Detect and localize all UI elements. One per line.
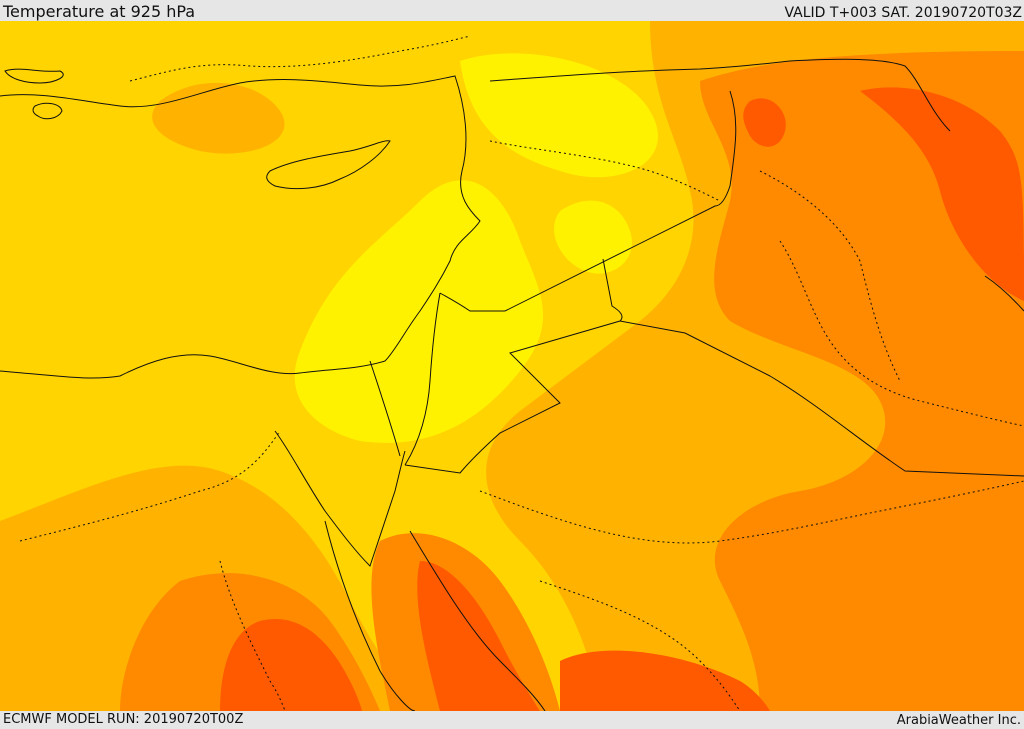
jordan-saudi-border [404, 258, 623, 474]
temperature-zone-hottest [220, 619, 362, 711]
provincial-border [19, 430, 281, 542]
provincial-border [479, 480, 1024, 544]
provincial-border [779, 240, 1024, 427]
iraq-saudi-border [619, 320, 1024, 477]
jordan-river-border [404, 292, 441, 466]
temperature-field [0, 21, 1024, 711]
temperature-zone-warm [554, 200, 632, 274]
cyprus-coastline [266, 140, 391, 190]
provincial-border [219, 560, 286, 711]
island-coastline [4, 68, 64, 84]
coastline [0, 75, 481, 379]
red-sea-east-coast [409, 530, 546, 711]
provincial-border [489, 140, 721, 202]
temperature-zone-warm [294, 180, 544, 443]
temperature-zone-hottest [860, 87, 1024, 301]
model-run-label: ECMWF MODEL RUN: 20190720T00Z [3, 712, 244, 727]
jordan-syria-border [439, 292, 505, 312]
temperature-zone-hot [152, 82, 285, 154]
temperature-zone-hottest [560, 650, 770, 711]
sinai-coastline [274, 430, 406, 567]
red-sea-west-coast [324, 520, 416, 711]
map-header: Temperature at 925 hPa VALID T+003 SAT. … [0, 0, 1024, 21]
map-footer: ECMWF MODEL RUN: 20190720T00Z ArabiaWeat… [0, 711, 1024, 729]
northern-border [489, 58, 951, 132]
temperature-zone-hottest [743, 98, 786, 147]
island-coastline [32, 102, 63, 120]
gulf-coastline [984, 275, 1024, 312]
temperature-zone-warm [460, 53, 658, 178]
egypt-israel-border [369, 360, 401, 457]
valid-time: VALID T+003 SAT. 20190720T03Z [784, 5, 1022, 21]
provincial-border [759, 170, 901, 382]
temperature-map [0, 21, 1024, 711]
temperature-zone-hotter [700, 51, 1024, 711]
map-title: Temperature at 925 hPa [3, 2, 196, 21]
syria-iraq-border [504, 90, 737, 312]
credit-label: ArabiaWeather Inc. [896, 713, 1021, 728]
